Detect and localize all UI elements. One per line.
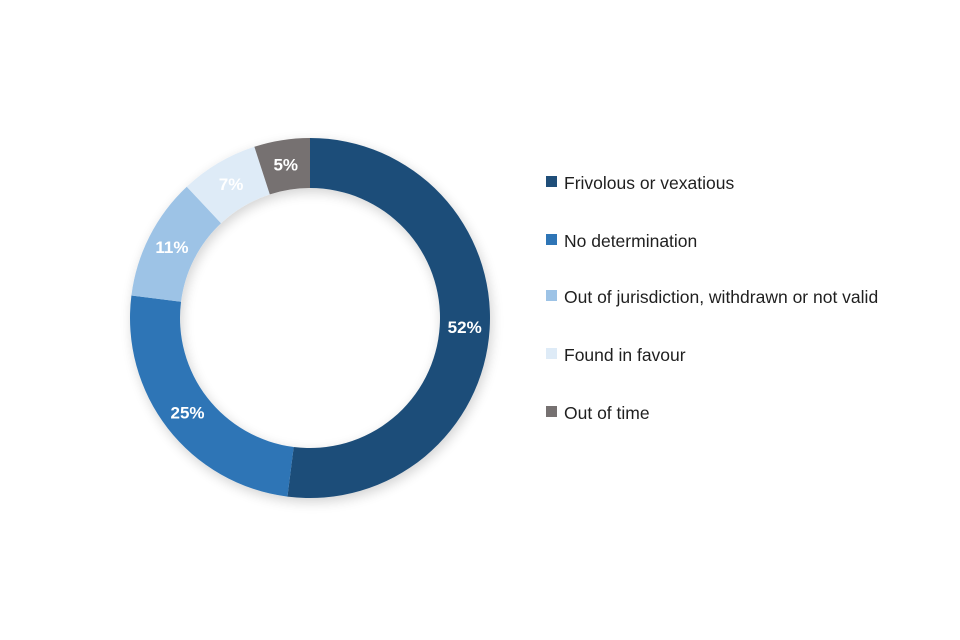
slice-3 (186, 146, 270, 224)
legend-swatch-0 (546, 176, 557, 187)
legend-item-0: Frivolous or vexatious (546, 170, 906, 196)
legend-swatch-2 (546, 290, 557, 301)
slice-1 (130, 295, 294, 497)
legend-label-2: Out of jurisdiction, withdrawn or not va… (564, 287, 879, 307)
legend-item-1: No determination (546, 228, 906, 254)
donut-chart: 52% 25% 11% 7% 5% (130, 138, 490, 498)
slice-label-3: 7% (219, 175, 244, 194)
legend-label-3: Found in favour (564, 345, 686, 365)
legend-label-0: Frivolous or vexatious (564, 173, 735, 193)
slice-label-4: 5% (273, 155, 298, 174)
legend-swatch-4 (546, 406, 557, 417)
legend-swatch-3 (546, 348, 557, 359)
slice-4 (254, 138, 310, 195)
legend-item-4: Out of time (546, 400, 906, 426)
slice-label-2: 11% (155, 238, 188, 257)
legend-swatch-1 (546, 234, 557, 245)
donut-slices (130, 138, 490, 498)
legend-item-3: Found in favour (546, 342, 906, 368)
legend-label-1: No determination (564, 231, 698, 251)
slice-2 (131, 186, 222, 302)
legend-label-4: Out of time (564, 403, 650, 423)
slice-0 (287, 138, 490, 498)
slice-label-0: 52% (448, 318, 482, 337)
donut-labels: 52% 25% 11% 7% 5% (155, 155, 481, 422)
slice-label-1: 25% (171, 404, 205, 423)
legend-item-2: Out of jurisdiction, withdrawn or not va… (546, 284, 906, 310)
